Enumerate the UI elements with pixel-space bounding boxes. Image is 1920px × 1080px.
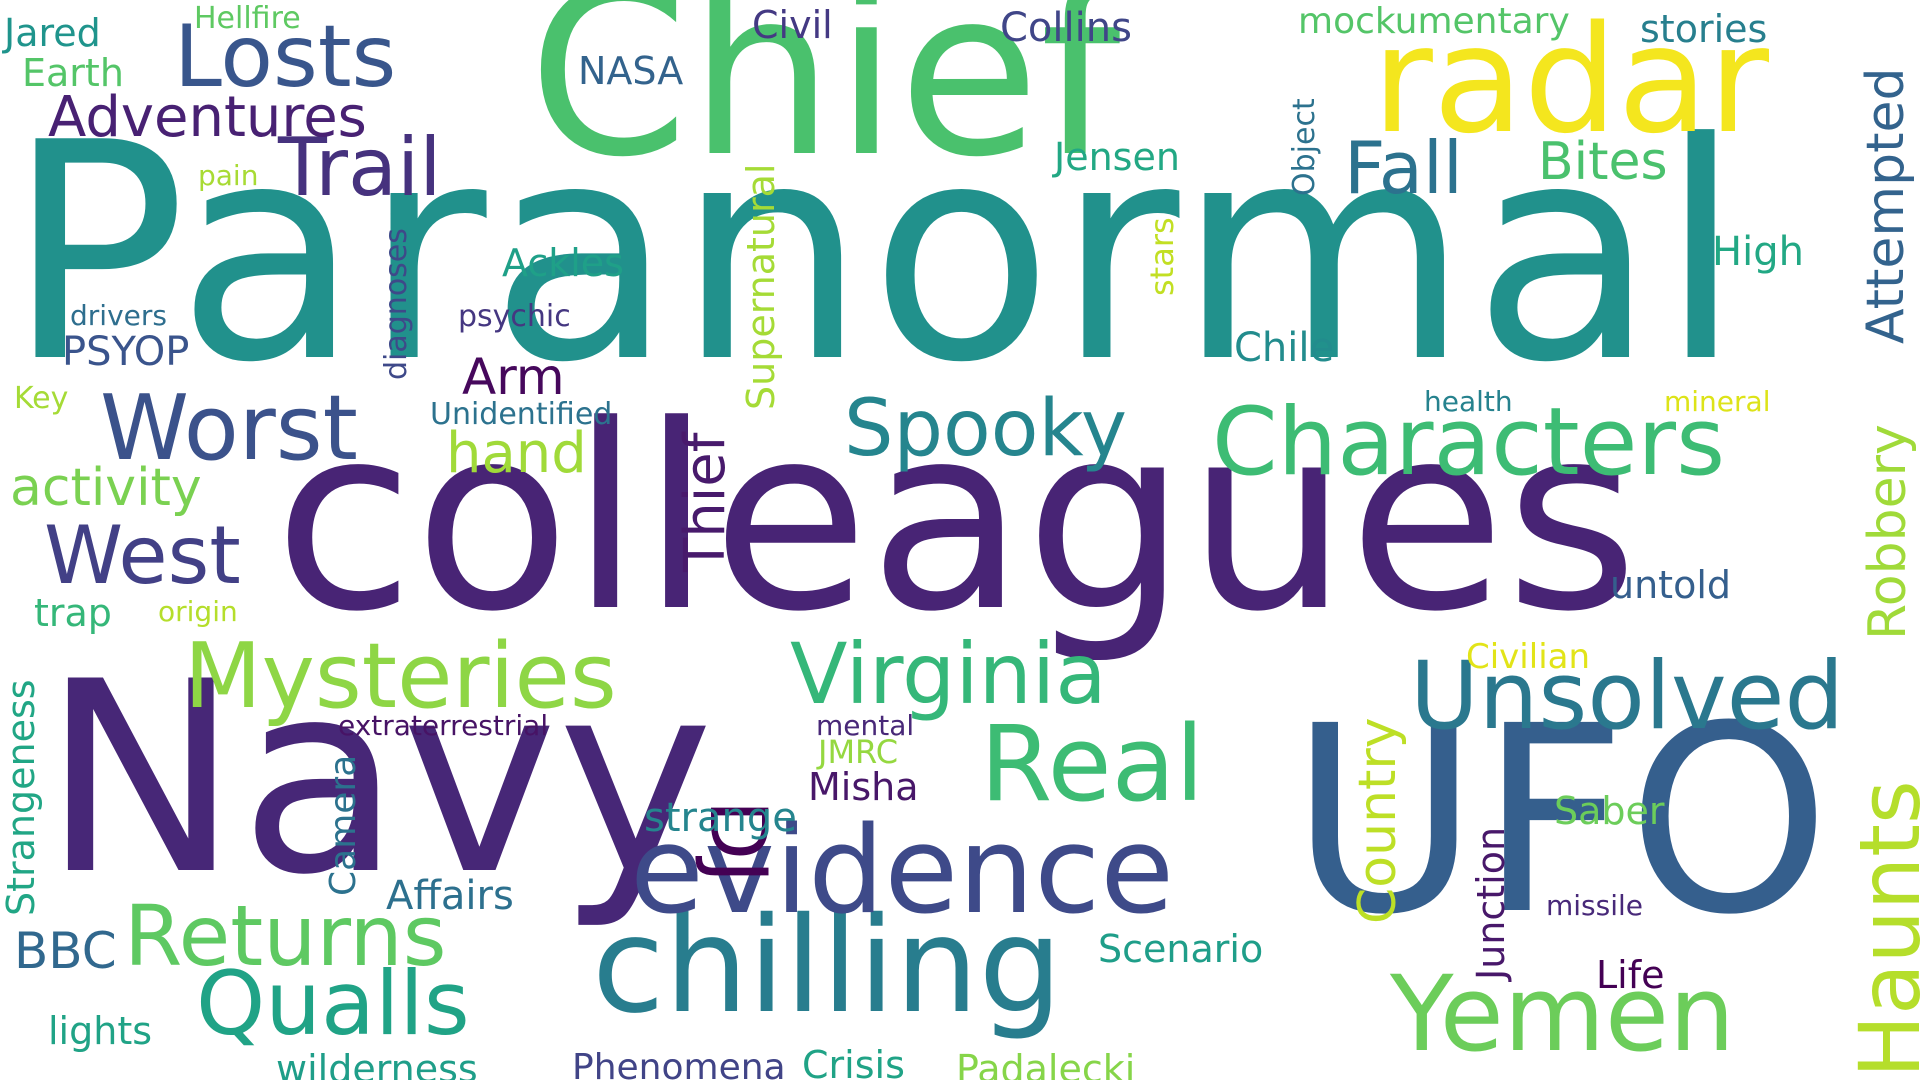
word-scenario: Scenario [1098, 930, 1263, 968]
word-jmrc: JMRC [818, 736, 898, 768]
word-health: health [1424, 388, 1513, 416]
word-thief: Thief [678, 433, 734, 572]
word-adventures: Adventures [48, 90, 367, 146]
word-lights: lights [48, 1012, 152, 1050]
word-mineral: mineral [1664, 388, 1770, 416]
word-wilderness: wilderness [276, 1050, 478, 1080]
word-affairs: Affairs [386, 876, 514, 916]
word-drivers: drivers [70, 302, 167, 330]
word-fall: Fall [1344, 132, 1463, 204]
word-activity: activity [10, 462, 202, 514]
word-psychic: psychic [458, 302, 571, 332]
word-untold: untold [1610, 566, 1731, 604]
word-west: West [44, 516, 241, 596]
word-unidentified: Unidentified [430, 400, 612, 430]
word-hellfire: Hellfire [194, 4, 301, 34]
word-chile: Chile [1234, 328, 1334, 368]
word-ackles: Ackles [502, 244, 624, 282]
word-yemen: Yemen [1390, 962, 1735, 1066]
word-stories: stories [1640, 10, 1767, 48]
word-origin: origin [158, 598, 238, 626]
word-bites: Bites [1538, 136, 1668, 188]
word-nasa: NASA [578, 52, 683, 90]
word-bbc: BBC [14, 926, 117, 976]
word-spooky: Spooky [844, 390, 1127, 468]
word-civilian: Civilian [1466, 640, 1590, 674]
word-jared: Jared [4, 14, 101, 52]
word-jensen: Jensen [1054, 138, 1180, 176]
word-arm: Arm [462, 352, 565, 402]
word-robbery: Robbery [1862, 424, 1914, 640]
word-country: Country [1352, 717, 1404, 924]
word-strange: strange [644, 798, 797, 838]
word-attempted: Attempted [1860, 68, 1912, 344]
word-mockumentary: mockumentary [1298, 4, 1570, 40]
word-missile: missile [1546, 892, 1643, 920]
word-psyop: PSYOP [62, 332, 189, 372]
word-virginia: Virginia [790, 632, 1107, 716]
word-crisis: Crisis [802, 1046, 905, 1080]
word-padalecki: Padalecki [956, 1050, 1135, 1080]
word-real: Real [980, 712, 1204, 816]
word-extraterrestrial: extraterrestrial [338, 712, 548, 740]
word-diagnoses: diagnoses [382, 228, 412, 380]
word-haunts: Haunts [1848, 780, 1920, 1078]
word-misha: Misha [808, 768, 919, 806]
word-pain: pain [198, 162, 258, 190]
word-earth: Earth [22, 54, 124, 92]
word-collins: Collins [1000, 8, 1132, 48]
word-junction: Junction [1472, 827, 1510, 980]
word-hand: hand [446, 426, 587, 482]
word-strangeness: Strangeness [2, 679, 40, 916]
word-object: Object [1290, 98, 1320, 196]
word-camera: Camera [326, 755, 362, 896]
word-trap: trap [34, 594, 112, 632]
word-supernatural: Supernatural [742, 164, 780, 410]
word-saber: Saber [1554, 792, 1665, 830]
word-stars: stars [1146, 217, 1178, 296]
word-key: Key [14, 384, 68, 414]
word-civil: Civil [752, 6, 833, 44]
word-phenomena: Phenomena [572, 1050, 786, 1080]
word-life: Life [1596, 956, 1665, 994]
word-high: High [1712, 232, 1804, 272]
